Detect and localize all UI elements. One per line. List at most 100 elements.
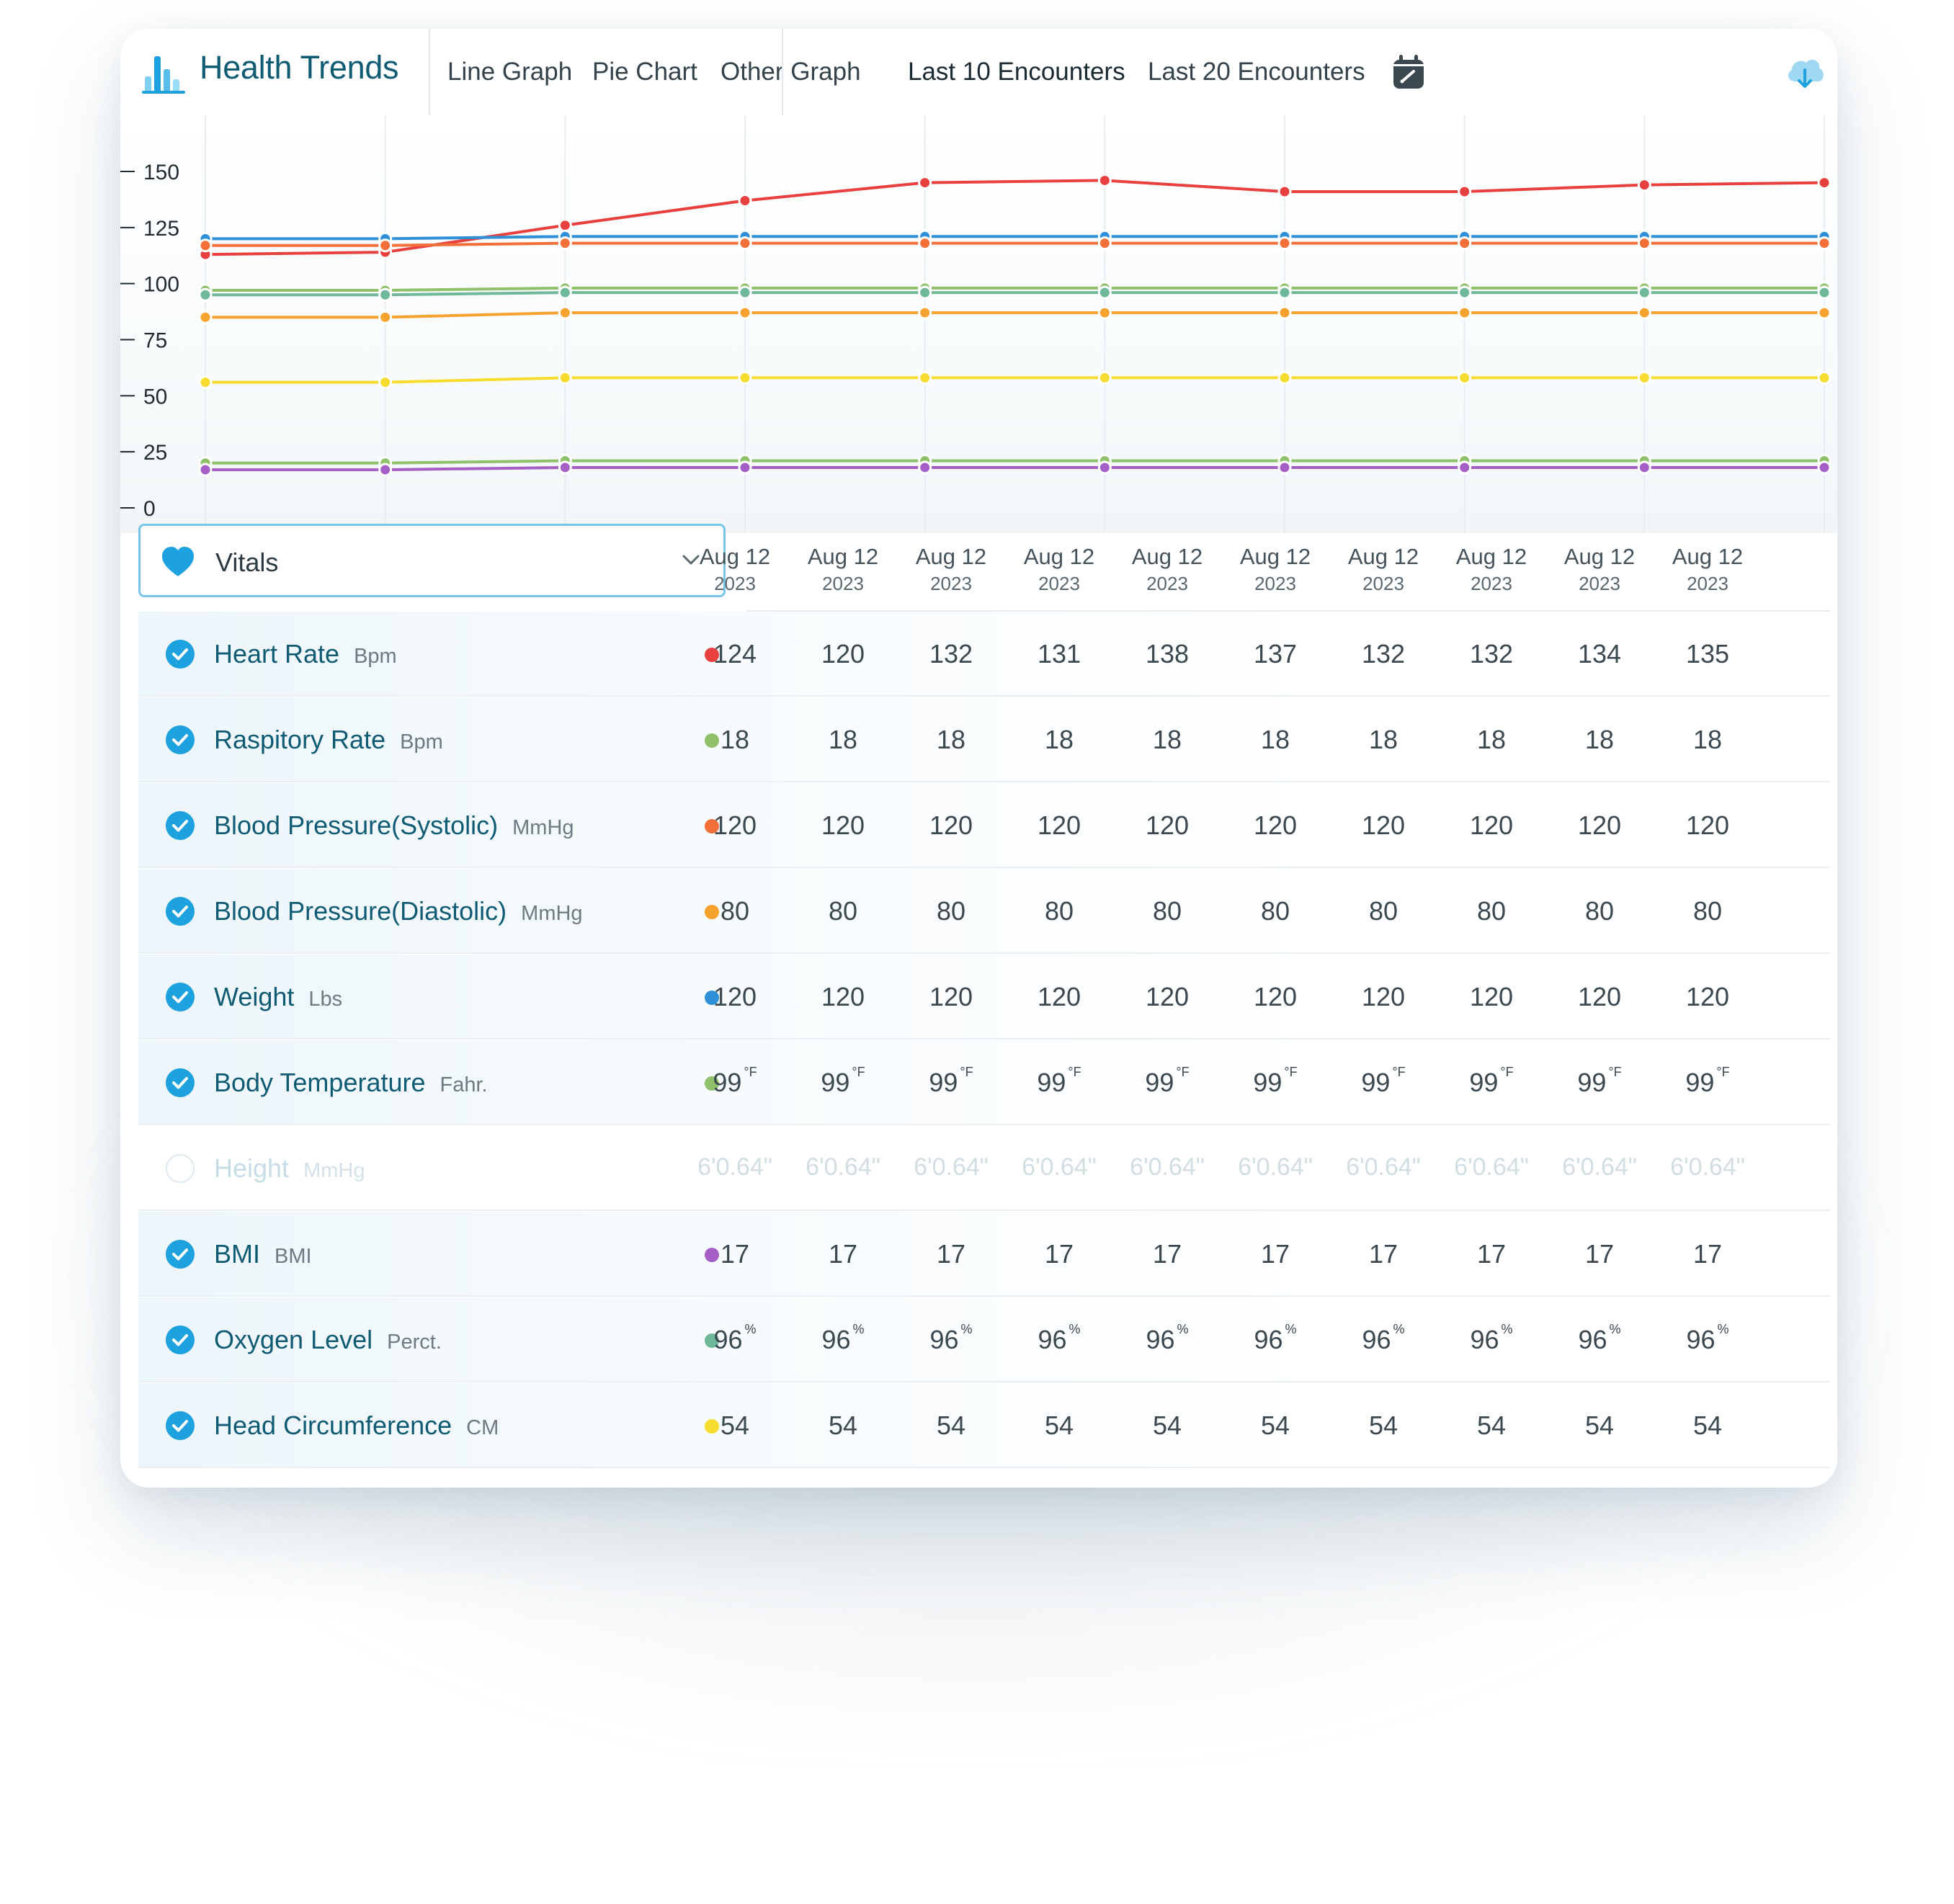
- series-point[interactable]: [1097, 173, 1112, 187]
- series-point[interactable]: [1277, 305, 1292, 320]
- series-point[interactable]: [1817, 236, 1832, 251]
- series-point[interactable]: [1637, 370, 1651, 385]
- check-circle-icon[interactable]: [166, 1240, 195, 1269]
- series-point[interactable]: [738, 193, 752, 207]
- cell-value: 96: [1470, 1325, 1499, 1354]
- series-point[interactable]: [1097, 460, 1112, 475]
- y-tick-label: 125: [143, 217, 179, 241]
- series-point[interactable]: [1458, 285, 1472, 300]
- cell-value: 6'0.64": [1022, 1153, 1097, 1181]
- series-point[interactable]: [738, 285, 752, 300]
- check-circle-icon[interactable]: [166, 640, 195, 669]
- check-circle-icon[interactable]: [166, 811, 195, 840]
- series-point[interactable]: [378, 238, 393, 253]
- cell-value: 6'0.64": [697, 1153, 772, 1181]
- series-point[interactable]: [1637, 285, 1651, 300]
- series-point[interactable]: [1458, 460, 1472, 475]
- value-cell: 6'0.64": [1545, 1153, 1654, 1181]
- series-point[interactable]: [1458, 184, 1472, 199]
- series-point[interactable]: [558, 370, 572, 385]
- calendar-icon[interactable]: [1392, 54, 1425, 90]
- check-circle-icon[interactable]: [166, 897, 195, 926]
- series-point[interactable]: [1637, 460, 1651, 475]
- check-circle-icon[interactable]: [166, 1326, 195, 1354]
- series-point[interactable]: [378, 375, 393, 390]
- tab-other-graph[interactable]: Other Graph: [721, 58, 861, 86]
- series-point[interactable]: [558, 236, 572, 251]
- series-point[interactable]: [198, 310, 213, 324]
- series-point[interactable]: [378, 462, 393, 477]
- vital-unit: Lbs: [308, 988, 343, 1011]
- cloud-download-icon[interactable]: [1785, 54, 1825, 90]
- value-cell: 17: [1005, 1239, 1113, 1269]
- series-point[interactable]: [1458, 370, 1472, 385]
- series-point[interactable]: [198, 238, 213, 253]
- cell-value: 96: [1362, 1325, 1391, 1354]
- series-point[interactable]: [378, 310, 393, 324]
- series-point[interactable]: [1277, 370, 1292, 385]
- series-point[interactable]: [1817, 305, 1832, 320]
- value-cell: 80: [1005, 896, 1113, 926]
- row-divider: [138, 695, 1830, 697]
- series-point[interactable]: [1637, 178, 1651, 192]
- series-point[interactable]: [558, 285, 572, 300]
- series-point[interactable]: [1277, 236, 1292, 251]
- value-cell: 54: [789, 1411, 897, 1441]
- series-point[interactable]: [1097, 305, 1112, 320]
- series-point[interactable]: [198, 287, 213, 302]
- series-point[interactable]: [1458, 305, 1472, 320]
- value-cell: 17: [1654, 1239, 1762, 1269]
- series-point[interactable]: [1817, 176, 1832, 190]
- cell-value: 6'0.64": [914, 1153, 989, 1181]
- check-circle-icon[interactable]: [166, 1411, 195, 1440]
- value-cell: 80: [789, 896, 897, 926]
- series-point[interactable]: [1277, 285, 1292, 300]
- series-point[interactable]: [1817, 460, 1832, 475]
- series-point[interactable]: [1817, 285, 1832, 300]
- series-point[interactable]: [1277, 184, 1292, 199]
- series-point[interactable]: [1277, 460, 1292, 475]
- value-cell: 120: [1005, 982, 1113, 1012]
- series-point[interactable]: [378, 287, 393, 302]
- series-point[interactable]: [1097, 285, 1112, 300]
- cell-value: 6'0.64": [1238, 1153, 1313, 1181]
- series-point[interactable]: [198, 462, 213, 477]
- year-label: 2023: [1687, 573, 1728, 594]
- series-point[interactable]: [1637, 236, 1651, 251]
- series-point[interactable]: [1637, 305, 1651, 320]
- check-circle-icon[interactable]: [166, 725, 195, 754]
- tab-pie-chart[interactable]: Pie Chart: [592, 58, 697, 86]
- value-cell: 80: [897, 896, 1005, 926]
- row-highlight: [138, 1297, 1830, 1382]
- tab-line-graph[interactable]: Line Graph: [447, 58, 573, 86]
- vital-label: Body Temperature: [214, 1068, 426, 1097]
- check-circle-icon[interactable]: [166, 983, 195, 1011]
- check-circle-icon[interactable]: [166, 1154, 195, 1183]
- check-circle-icon[interactable]: [166, 1068, 195, 1097]
- series-point[interactable]: [558, 305, 572, 320]
- series-point[interactable]: [918, 176, 932, 190]
- series-point[interactable]: [918, 236, 932, 251]
- series-point[interactable]: [1097, 236, 1112, 251]
- series-point[interactable]: [918, 305, 932, 320]
- series-point[interactable]: [738, 460, 752, 475]
- series-point[interactable]: [558, 460, 572, 475]
- series-point[interactable]: [918, 285, 932, 300]
- series-point[interactable]: [918, 460, 932, 475]
- series-point[interactable]: [1817, 370, 1832, 385]
- series-point[interactable]: [1097, 370, 1112, 385]
- series-point[interactable]: [738, 370, 752, 385]
- series-point[interactable]: [738, 305, 752, 320]
- category-dropdown[interactable]: Vitals: [138, 524, 726, 597]
- value-cell: 120: [897, 810, 1005, 841]
- value-cell: 54: [681, 1411, 789, 1441]
- series-point[interactable]: [738, 236, 752, 251]
- series-point[interactable]: [198, 375, 213, 390]
- series-point[interactable]: [918, 370, 932, 385]
- vital-label: BMI: [214, 1239, 261, 1269]
- series-point[interactable]: [1458, 236, 1472, 251]
- value-cell: 120: [789, 810, 897, 841]
- tab-last-20-encounters[interactable]: Last 20 Encounters: [1148, 58, 1365, 86]
- tab-last-10-encounters[interactable]: Last 10 Encounters: [908, 58, 1125, 86]
- series-point[interactable]: [558, 218, 572, 233]
